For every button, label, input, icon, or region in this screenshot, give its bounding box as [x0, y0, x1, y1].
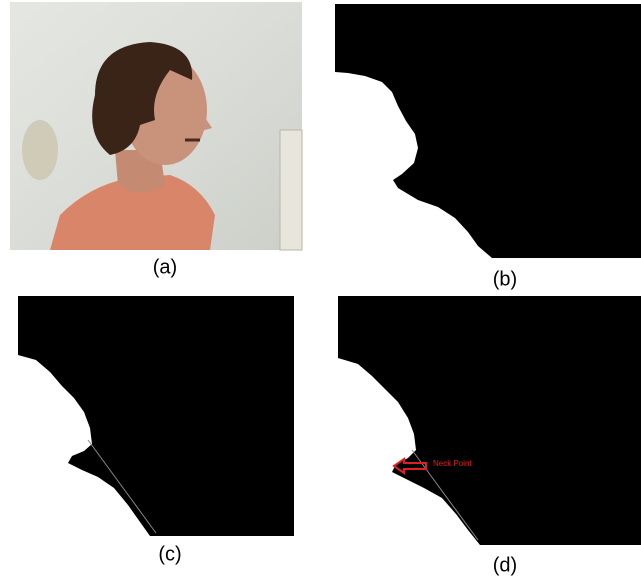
silhouette [18, 296, 294, 536]
silhouette [338, 296, 641, 545]
panel-label: (a) [153, 256, 177, 278]
panel-label: (c) [158, 543, 181, 565]
photo [10, 2, 302, 250]
figure: (a) (b) (c) Neck Point (d) [0, 0, 641, 582]
panel-label: (b) [493, 268, 517, 290]
silhouette [335, 4, 641, 258]
panel-label: (d) [493, 554, 517, 576]
annotation: Neck Point [433, 459, 472, 468]
